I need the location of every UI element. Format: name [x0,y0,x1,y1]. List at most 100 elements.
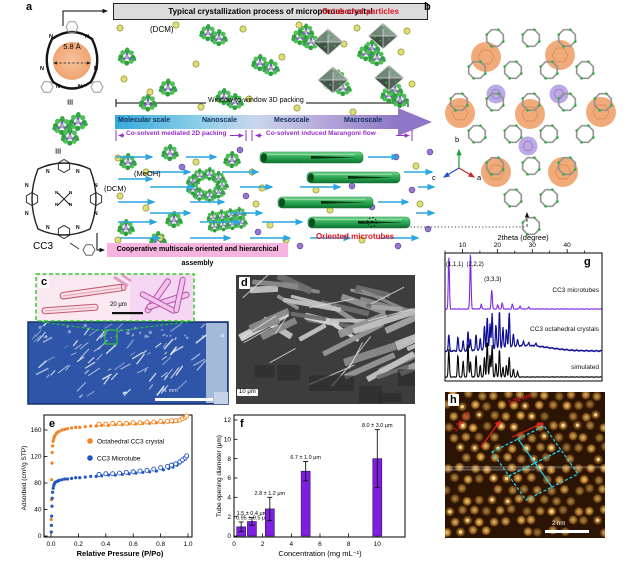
panel-c-main-scale: 1 mm [164,388,178,394]
svg-text:0: 0 [227,533,231,540]
solvent-meoh-label: (MeOH) [134,169,161,178]
svg-text:1.0: 1.0 [183,541,192,548]
atom-label-n: N [94,211,98,217]
molecule-name-label: CC3 [33,241,54,252]
atom-label-n: N [94,66,98,72]
panel-connectors [380,212,530,228]
panel-b-crystal-structure [442,28,616,236]
atom-label-n: N [85,34,89,40]
atom-label-n: N [94,183,98,189]
panel-h-afm [445,392,605,538]
panel-b-label: b [424,1,431,13]
svg-text:1.5 ± 0.4 μm: 1.5 ± 0.4 μm [237,511,268,517]
atom-label-n: N [46,169,50,175]
svg-text:0: 0 [38,533,42,540]
atom-label-n: N [25,183,29,189]
svg-text:8.0 ± 3.0 μm: 8.0 ± 3.0 μm [362,423,393,429]
atom-label-n: N [25,211,29,217]
panel-a-header: Typical crystallization process of micro… [113,3,428,20]
svg-text:12: 12 [224,417,232,424]
svg-text:2.8 ± 1.2 μm: 2.8 ± 1.2 μm [254,491,285,497]
scale-label-meso: Mesoscale [274,117,310,124]
svg-text:80: 80 [34,480,42,487]
svg-text:0.95 ± 0.5 μm: 0.95 ± 0.5 μm [236,515,270,521]
svg-text:2theta (degree): 2theta (degree) [497,233,549,242]
atom-label-n: N [55,202,59,207]
svg-text:0.0: 0.0 [46,541,55,548]
axis-c-label: c [432,173,436,182]
axis-b-label: b [455,135,460,144]
svg-text:Relative Pressure (P/Po): Relative Pressure (P/Po) [77,549,164,558]
panel-g-label: g [584,256,591,268]
svg-text:40: 40 [34,507,42,514]
svg-text:CC3 octahedral crystals: CC3 octahedral crystals [530,326,600,333]
svg-text:6: 6 [318,541,322,548]
equivalence-symbol-2: ≡ [51,147,64,155]
panel-e-label: e [49,418,56,430]
atom-label-n: N [78,84,82,90]
solvent-dcm-label: (DCM) [104,184,127,193]
stage-left-label: Co-solvent mediated 2D packing [126,130,227,137]
svg-text:120: 120 [31,454,42,461]
svg-text:0.2: 0.2 [74,541,83,548]
svg-text:0.8: 0.8 [156,541,165,548]
svg-text:8: 8 [347,541,351,548]
panel-c-micrographs [27,273,229,405]
svg-text:CC3 microtubes: CC3 microtubes [552,287,599,294]
svg-text:2: 2 [227,514,231,521]
atom-label-n: N [46,225,50,231]
svg-text:160: 160 [31,427,42,434]
panel-h-scale: 2 nm [552,521,566,527]
atom-label-n: N [49,34,53,40]
atom-label-n: N [40,66,44,72]
svg-text:CC3 Microtube: CC3 Microtube [97,456,141,463]
atom-label-n: N [76,169,80,175]
panel-h-label: h [448,394,459,406]
chart-g: 2theta (degree) 10 20 30 40 CC3 microtubes (1,… [444,233,603,382]
chart-e: 0.0 0.2 0.4 0.6 0.8 1.0 0 40 80 120 160 Octahedral … [21,413,193,558]
panel-c-label: c [39,276,50,288]
oriented-microtubes-label: Oriented microtubes [316,232,395,241]
scale-label-molecular: Molecular scale [118,117,171,124]
svg-text:2: 2 [261,541,265,548]
svg-text:30: 30 [529,242,537,249]
atom-label-n: N [55,190,59,195]
svg-text:10: 10 [459,242,467,249]
scale-label-nano: Nanoscale [202,117,238,124]
svg-text:40: 40 [564,242,572,249]
svg-text:Adsorbed (cm³/g STP): Adsorbed (cm³/g STP) [21,446,28,511]
svg-text:simulated: simulated [571,364,599,371]
atom-label-n: N [69,190,73,195]
svg-text:20: 20 [494,242,502,249]
svg-text:Octahedral CC3 crystal: Octahedral CC3 crystal [97,439,165,446]
window-packing-label: Window-to-window 3D packing [208,97,304,104]
solvent-dcm-top-label: (DCM) [150,25,174,34]
svg-text:0.4: 0.4 [101,541,110,548]
svg-text:Concentration (mg mL⁻¹): Concentration (mg mL⁻¹) [278,549,362,558]
equivalence-symbol-1: ≡ [63,98,76,106]
svg-text:6: 6 [227,475,231,482]
panel-a-illustration [25,8,436,256]
svg-text:8: 8 [227,456,231,463]
stage-right-label: Co-solvent induced Marangoni flow [266,130,376,137]
svg-text:6.7 ± 1.0 μm: 6.7 ± 1.0 μm [290,455,321,461]
panel-a-footer: Cooperative multiscale oriented and hier… [107,243,288,267]
atom-label-n: N [69,202,73,207]
panel-f-label: f [240,418,244,430]
svg-text:0.6: 0.6 [129,541,138,548]
chart-f: 0 2 4 6 8 10 0 2 4 6 8 10 12 0.95 ± 0.5 μm1.5 ± 0.4 μ… [216,414,406,558]
panel-c-inset-scale: 20 μm [110,302,127,308]
atom-label-n: N [56,84,60,90]
svg-text:Tube opening diameter (μm): Tube opening diameter (μm) [216,435,223,517]
axis-a-label: a [477,173,482,182]
panel-d-sem [236,275,415,404]
atom-label-n: N [76,225,80,231]
svg-text:4: 4 [227,495,231,502]
svg-text:(3,3,3): (3,3,3) [484,277,501,283]
svg-text:(1,1,1): (1,1,1) [446,262,463,268]
octahedral-particles-label: Octahedral particles [322,7,399,16]
svg-text:10: 10 [224,437,232,444]
svg-text:0: 0 [232,541,236,548]
